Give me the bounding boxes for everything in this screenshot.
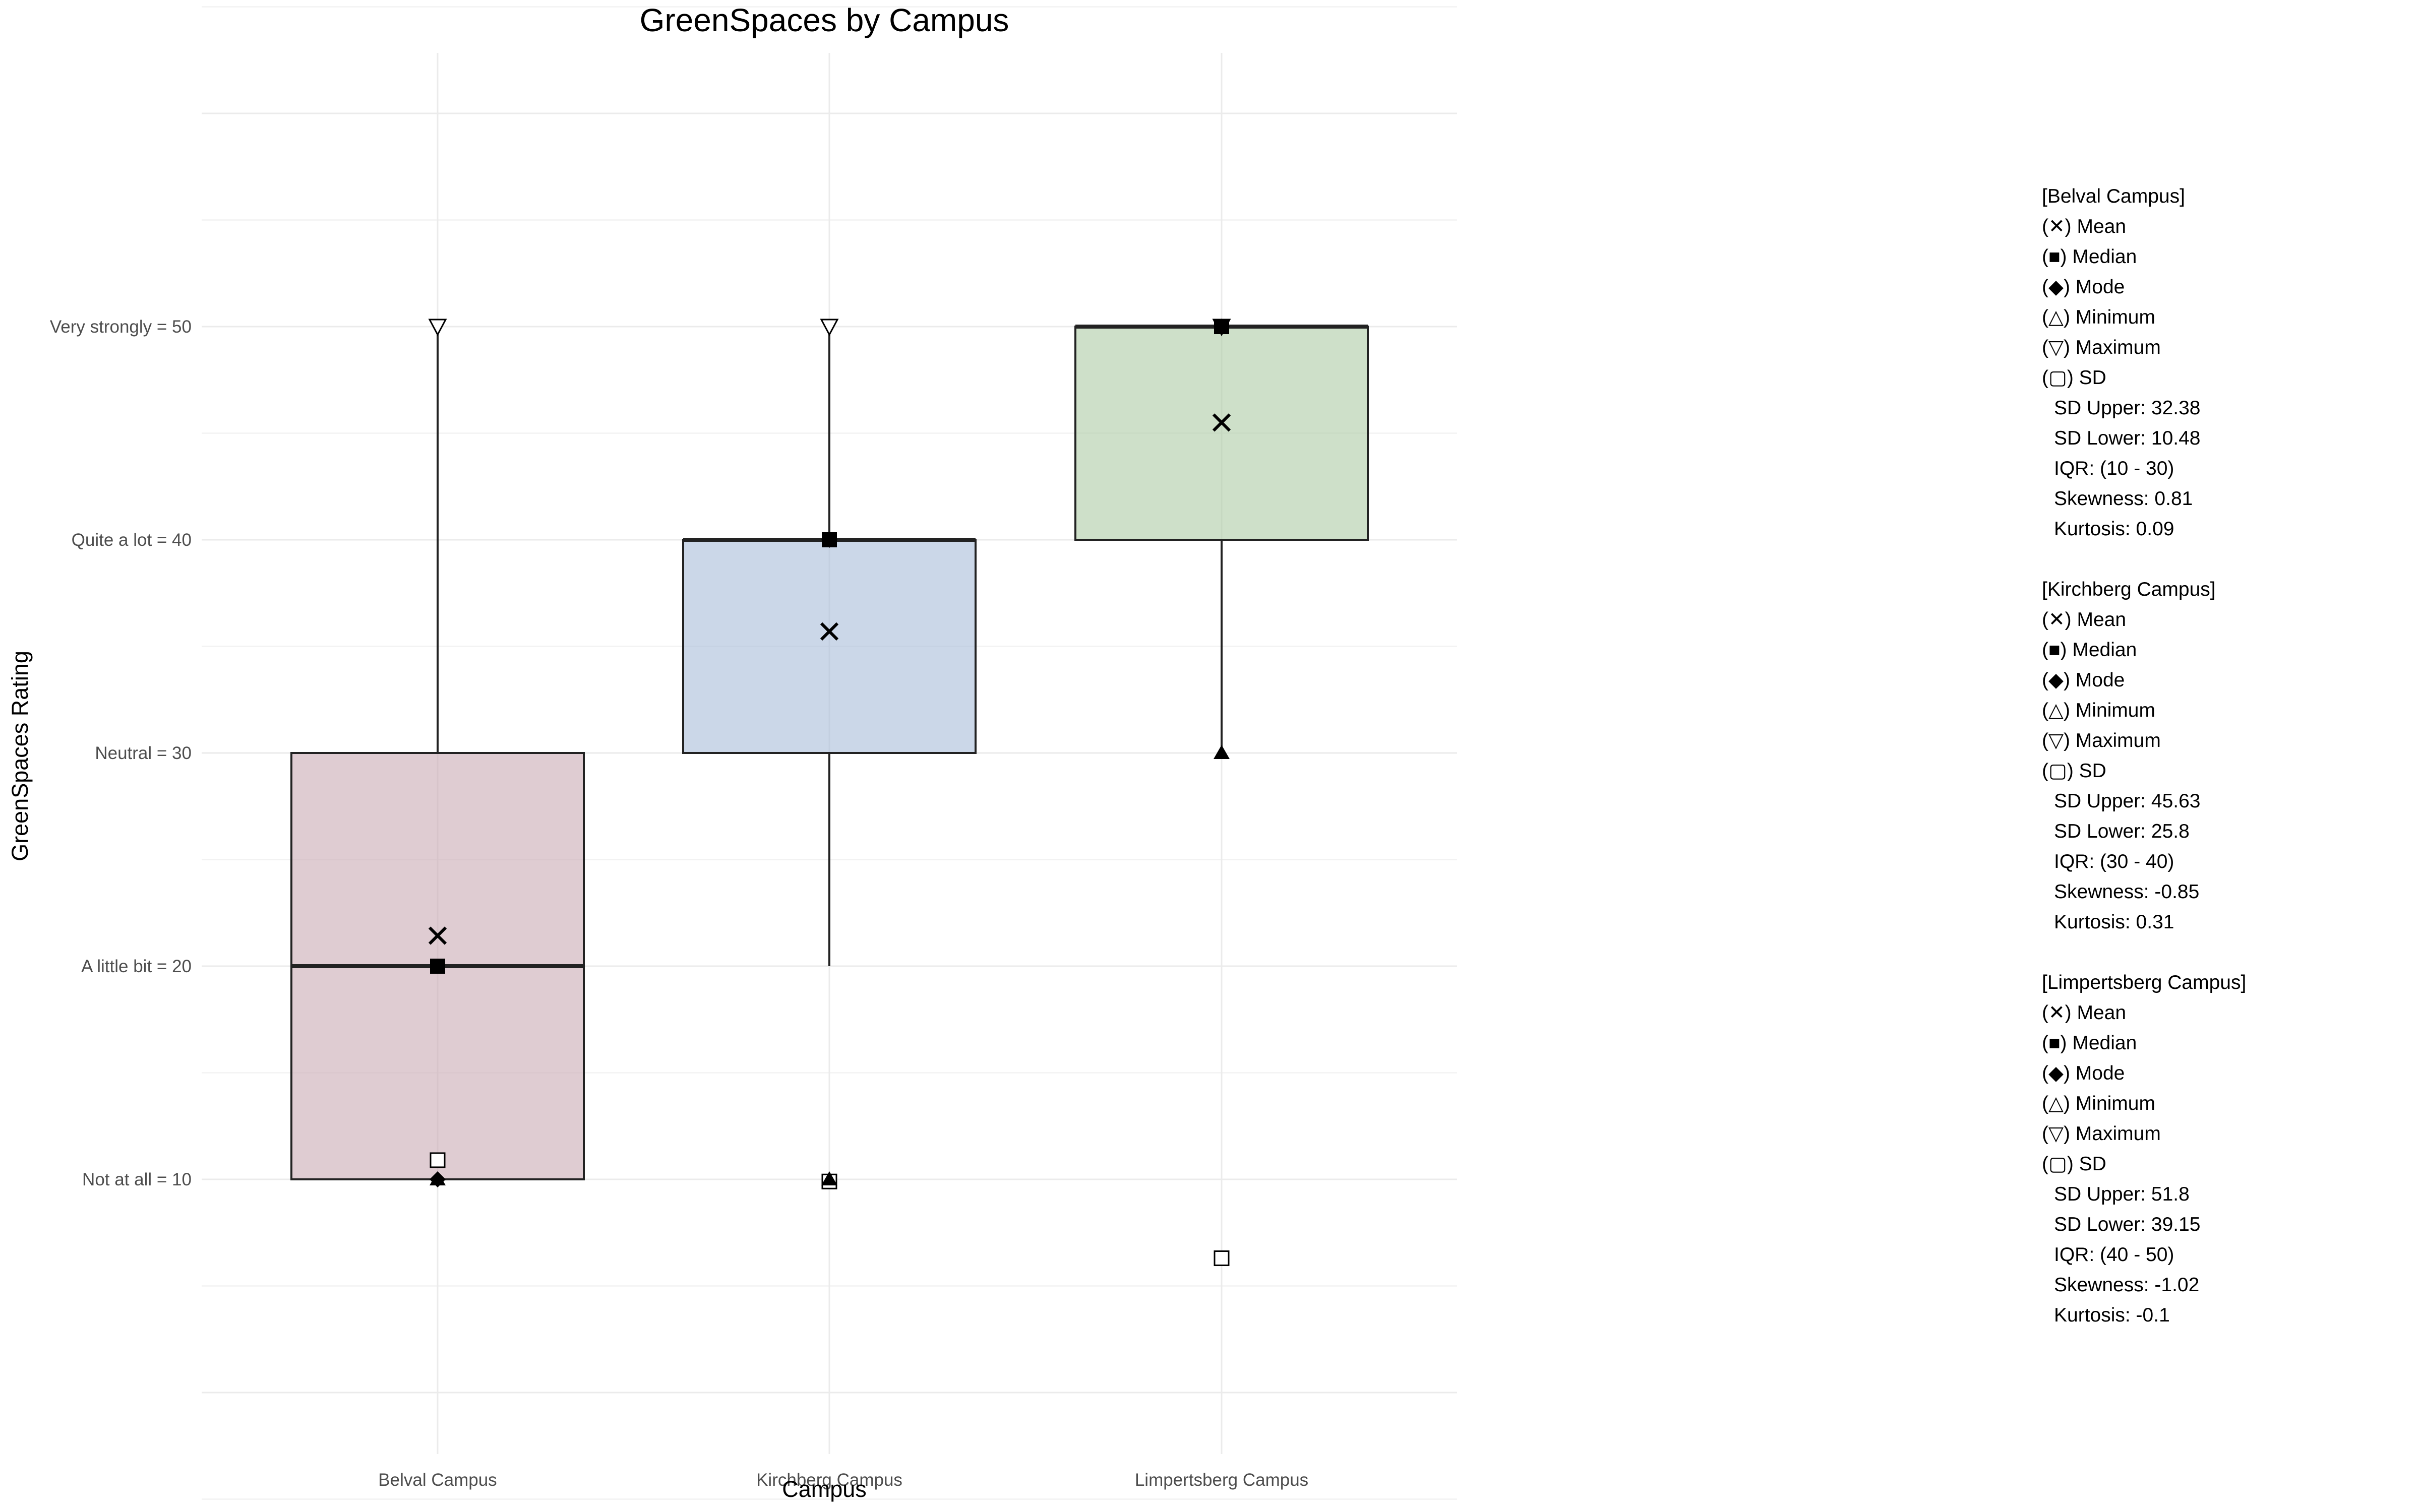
median-square-icon: [430, 959, 445, 974]
legend-skewness: Skewness: 0.81: [2054, 488, 2193, 510]
legend-minimum: (△) Minimum: [2042, 1093, 2155, 1114]
x-axis-title: Campus: [782, 1476, 867, 1502]
legend-group-belval: [Belval Campus] (✕) Mean (■) Median (◆) …: [2042, 181, 2246, 544]
legend-maximum: (▽) Maximum: [2042, 730, 2161, 751]
y-tick-label: A little bit = 20: [81, 957, 192, 976]
sd-square-icon: [430, 1152, 446, 1168]
median-square-icon: [1214, 319, 1229, 334]
legend-sd-upper: SD Upper: 32.38: [2054, 397, 2201, 419]
legend-sd-upper: SD Upper: 51.8: [2054, 1183, 2190, 1205]
maximum-triangle-icon: [428, 319, 447, 337]
legend-header: [Limpertsberg Campus]: [2042, 972, 2247, 993]
median-square-icon: [822, 532, 837, 547]
legend-group-limpertsberg: [Limpertsberg Campus] (✕) Mean (■) Media…: [2042, 968, 2246, 1331]
y-axis-title: GreenSpaces Rating: [7, 651, 33, 861]
x-tick-label: Kirchberg Campus: [756, 1470, 902, 1490]
legend-kurtosis: Kurtosis: -0.1: [2054, 1304, 2170, 1326]
legend-mean: (✕) Mean: [2042, 1002, 2127, 1024]
mean-cross-stroke: [1212, 413, 1231, 432]
legend-iqr: IQR: (40 - 50): [2054, 1244, 2174, 1266]
x-tick-label: Belval Campus: [378, 1470, 497, 1490]
legend-maximum: (▽) Maximum: [2042, 1123, 2161, 1145]
y-tick-label: Neutral = 30: [95, 743, 192, 763]
legend-mode: (◆) Mode: [2042, 276, 2125, 298]
legend-sd: (▢) SD: [2042, 1153, 2106, 1175]
legend-sd-lower: SD Lower: 25.8: [2054, 821, 2190, 842]
legend-skewness: Skewness: -1.02: [2054, 1274, 2200, 1296]
maximum-triangle-icon: [820, 319, 839, 337]
legend-minimum: (△) Minimum: [2042, 700, 2155, 721]
mean-cross-icon: [428, 926, 447, 945]
y-tick-label: Not at all = 10: [82, 1170, 192, 1189]
legend-sd: (▢) SD: [2042, 367, 2106, 389]
legend-mode: (◆) Mode: [2042, 669, 2125, 691]
legend-header: [Kirchberg Campus]: [2042, 579, 2216, 600]
legend-mean: (✕) Mean: [2042, 609, 2127, 631]
legend-mean: (✕) Mean: [2042, 216, 2127, 237]
legend-kurtosis: Kurtosis: 0.31: [2054, 911, 2174, 933]
boxes: [290, 325, 1369, 1180]
minimum-triangle-icon: [821, 1171, 837, 1185]
legend-maximum: (▽) Maximum: [2042, 337, 2161, 358]
legend-group-kirchberg: [Kirchberg Campus] (✕) Mean (■) Median (…: [2042, 575, 2246, 937]
mean-cross-icon: [1212, 413, 1231, 432]
legend-median: (■) Median: [2042, 246, 2137, 268]
legend-header: [Belval Campus]: [2042, 185, 2185, 207]
tick-labels: Not at all = 10 A little bit = 20 Neutral …: [50, 317, 1308, 1490]
y-tick-label: Very strongly = 50: [50, 317, 192, 337]
legend-median: (■) Median: [2042, 639, 2137, 661]
mean-cross-stroke: [820, 622, 839, 641]
legend-sd-lower: SD Lower: 39.15: [2054, 1214, 2201, 1235]
mode-diamond-icon: [430, 1171, 446, 1187]
legend-sd-lower: SD Lower: 10.48: [2054, 427, 2201, 449]
y-tick-label: Quite a lot = 40: [72, 530, 192, 550]
legend-iqr: IQR: (30 - 40): [2054, 851, 2174, 872]
iqr-box: [682, 539, 977, 754]
stat-markers: [428, 319, 1231, 1267]
chart-title: GreenSpaces by Campus: [640, 2, 1009, 38]
minimum-triangle-icon: [1214, 745, 1230, 759]
iqr-box: [1074, 326, 1369, 541]
mean-cross-icon: [820, 622, 839, 641]
mean-cross-stroke: [428, 926, 447, 945]
legend-sd: (▢) SD: [2042, 760, 2106, 782]
legend-sd-upper: SD Upper: 45.63: [2054, 790, 2201, 812]
legend-kurtosis: Kurtosis: 0.09: [2054, 518, 2174, 540]
legend-iqr: IQR: (10 - 30): [2054, 458, 2174, 479]
sd-square-icon: [1214, 1250, 1230, 1267]
legend-median: (■) Median: [2042, 1032, 2137, 1054]
legend-skewness: Skewness: -0.85: [2054, 881, 2200, 903]
legend-minimum: (△) Minimum: [2042, 306, 2155, 328]
legend-mode: (◆) Mode: [2042, 1062, 2125, 1084]
x-tick-label: Limpertsberg Campus: [1135, 1470, 1308, 1490]
stats-legend: [Belval Campus] (✕) Mean (■) Median (◆) …: [2042, 181, 2246, 1361]
